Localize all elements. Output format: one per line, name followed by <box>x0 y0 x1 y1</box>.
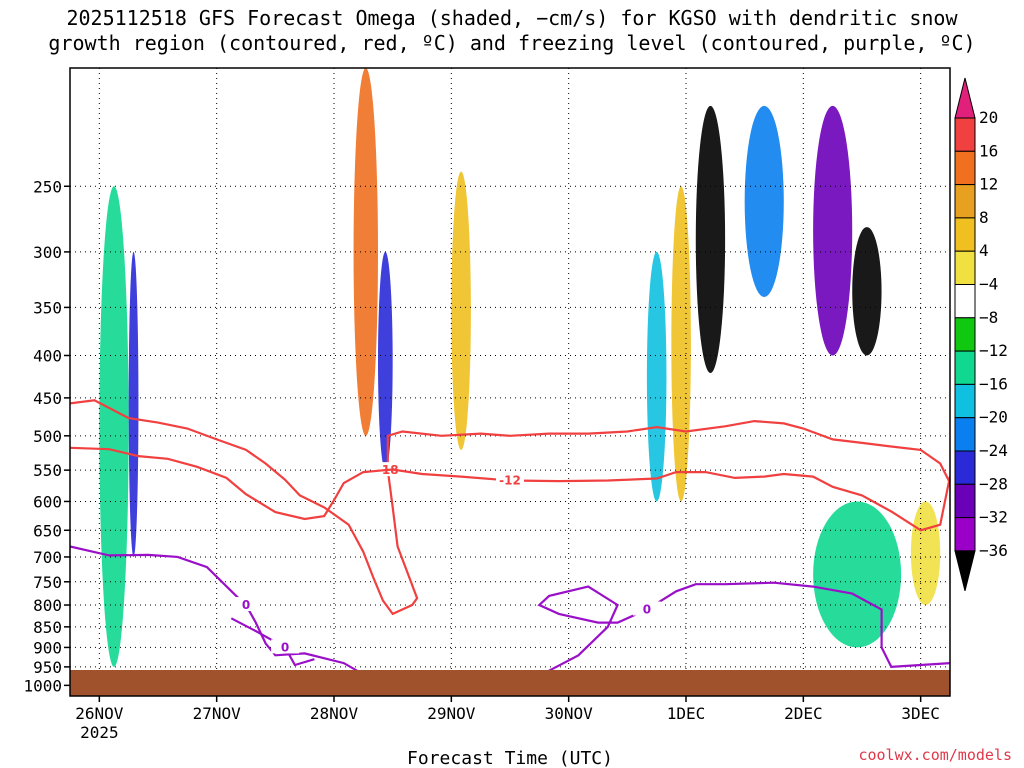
colorbar-segment <box>954 350 976 385</box>
colorbar-label: −12 <box>979 341 1008 360</box>
omega-cell <box>813 105 853 356</box>
y-tick-label: 550 <box>33 461 62 480</box>
y-tick-label: 800 <box>33 596 62 615</box>
contour-label-bg <box>496 472 524 487</box>
x-tick-label: 3DEC <box>901 704 940 723</box>
plot-area <box>70 68 950 696</box>
freezing-contour-label: 0 <box>242 598 250 612</box>
colorbar-label: 16 <box>979 141 998 160</box>
chart-title-line1: 2025112518 GFS Forecast Omega (shaded, −… <box>66 6 958 30</box>
colorbar-label: −4 <box>979 275 998 294</box>
colorbar-segment <box>954 517 976 552</box>
colorbar-bottom-arrow <box>954 550 976 592</box>
dgz-contour-line <box>70 399 950 616</box>
omega-shading <box>99 68 941 667</box>
colorbar-label: −32 <box>979 508 1008 527</box>
colorbar-label: −16 <box>979 374 1008 393</box>
y-tick-label: 450 <box>33 389 62 408</box>
chart-title-line2: growth region (contoured, red, ºC) and f… <box>48 31 975 55</box>
colorbar-segment <box>954 250 976 285</box>
omega-cell <box>671 186 691 502</box>
y-tick-label: 650 <box>33 521 62 540</box>
colorbar-segment <box>954 417 976 452</box>
colorbar-label: −20 <box>979 408 1008 427</box>
omega-cell <box>451 171 471 450</box>
dgz-contour-label: -12 <box>499 473 521 487</box>
x-tick-label: 28NOV <box>310 704 359 723</box>
y-axis: 2503003504004505005506006507007508008509… <box>23 177 70 695</box>
omega-cell <box>852 227 882 356</box>
y-tick-label: 850 <box>33 618 62 637</box>
y-tick-label: 400 <box>33 346 62 365</box>
y-tick-label: 600 <box>33 492 62 511</box>
omega-cell <box>813 501 902 648</box>
omega-cell <box>99 186 129 667</box>
y-tick-label: 700 <box>33 548 62 567</box>
y-tick-label: 950 <box>33 658 62 677</box>
colorbar-segment <box>954 284 976 319</box>
dgz-contour-line <box>70 446 950 532</box>
colorbar-label: −8 <box>979 308 998 327</box>
colorbar-segment <box>954 217 976 252</box>
colorbar: 20 16 12 8 4 −4 −8 −12 −16 −20 −24 −28 −32 −36 <box>954 77 1008 592</box>
x-tick-label: 29NOV <box>427 704 476 723</box>
y-tick-label: 750 <box>33 573 62 592</box>
freezing-contour-label: 0 <box>643 602 651 616</box>
colorbar-segment <box>954 150 976 186</box>
contour-label-bg <box>632 601 661 616</box>
y-tick-label: 1000 <box>23 676 62 695</box>
x-tick-label: 2DEC <box>784 704 823 723</box>
y-tick-label: 900 <box>33 638 62 657</box>
y-tick-label: 350 <box>33 298 62 317</box>
omega-cell <box>378 251 393 471</box>
y-tick-label: 500 <box>33 427 62 446</box>
credit-text[interactable]: coolwx.com/models <box>858 746 1012 764</box>
x-tick-sublabel: 2025 <box>80 723 119 742</box>
colorbar-label: −24 <box>979 441 1008 460</box>
omega-cell <box>128 251 139 557</box>
colorbar-label: 12 <box>979 175 998 194</box>
colorbar-label: 20 <box>979 108 998 127</box>
colorbar-segment <box>954 317 976 352</box>
plot-frame <box>69 67 951 697</box>
colorbar-label: 8 <box>979 208 989 227</box>
colorbar-label: −28 <box>979 474 1008 493</box>
omega-cell <box>910 501 941 606</box>
freezing-contour-label: 0 <box>281 640 289 654</box>
ground-surface <box>70 670 950 696</box>
x-tick-label: 26NOV <box>75 704 124 723</box>
contour-label-bg <box>232 597 260 612</box>
colorbar-label: −36 <box>979 541 1008 560</box>
x-tick-label: 27NOV <box>193 704 242 723</box>
colorbar-top-arrow <box>954 77 976 119</box>
x-tick-label: 30NOV <box>545 704 594 723</box>
x-axis-title: Forecast Time (UTC) <box>407 748 613 768</box>
colorbar-segment <box>954 184 976 219</box>
colorbar-segment <box>954 450 976 485</box>
colorbar-segment <box>954 383 976 419</box>
x-tick-label: 1DEC <box>667 704 706 723</box>
colorbar-label: 4 <box>979 241 989 260</box>
contour-label-bg <box>271 639 300 654</box>
colorbar-segment <box>954 117 976 152</box>
omega-cell <box>646 251 667 502</box>
omega-cell <box>744 105 784 297</box>
y-tick-label: 300 <box>33 243 62 262</box>
colorbar-segment <box>954 483 976 519</box>
omega-cell <box>695 105 726 374</box>
y-tick-label: 250 <box>33 177 62 196</box>
